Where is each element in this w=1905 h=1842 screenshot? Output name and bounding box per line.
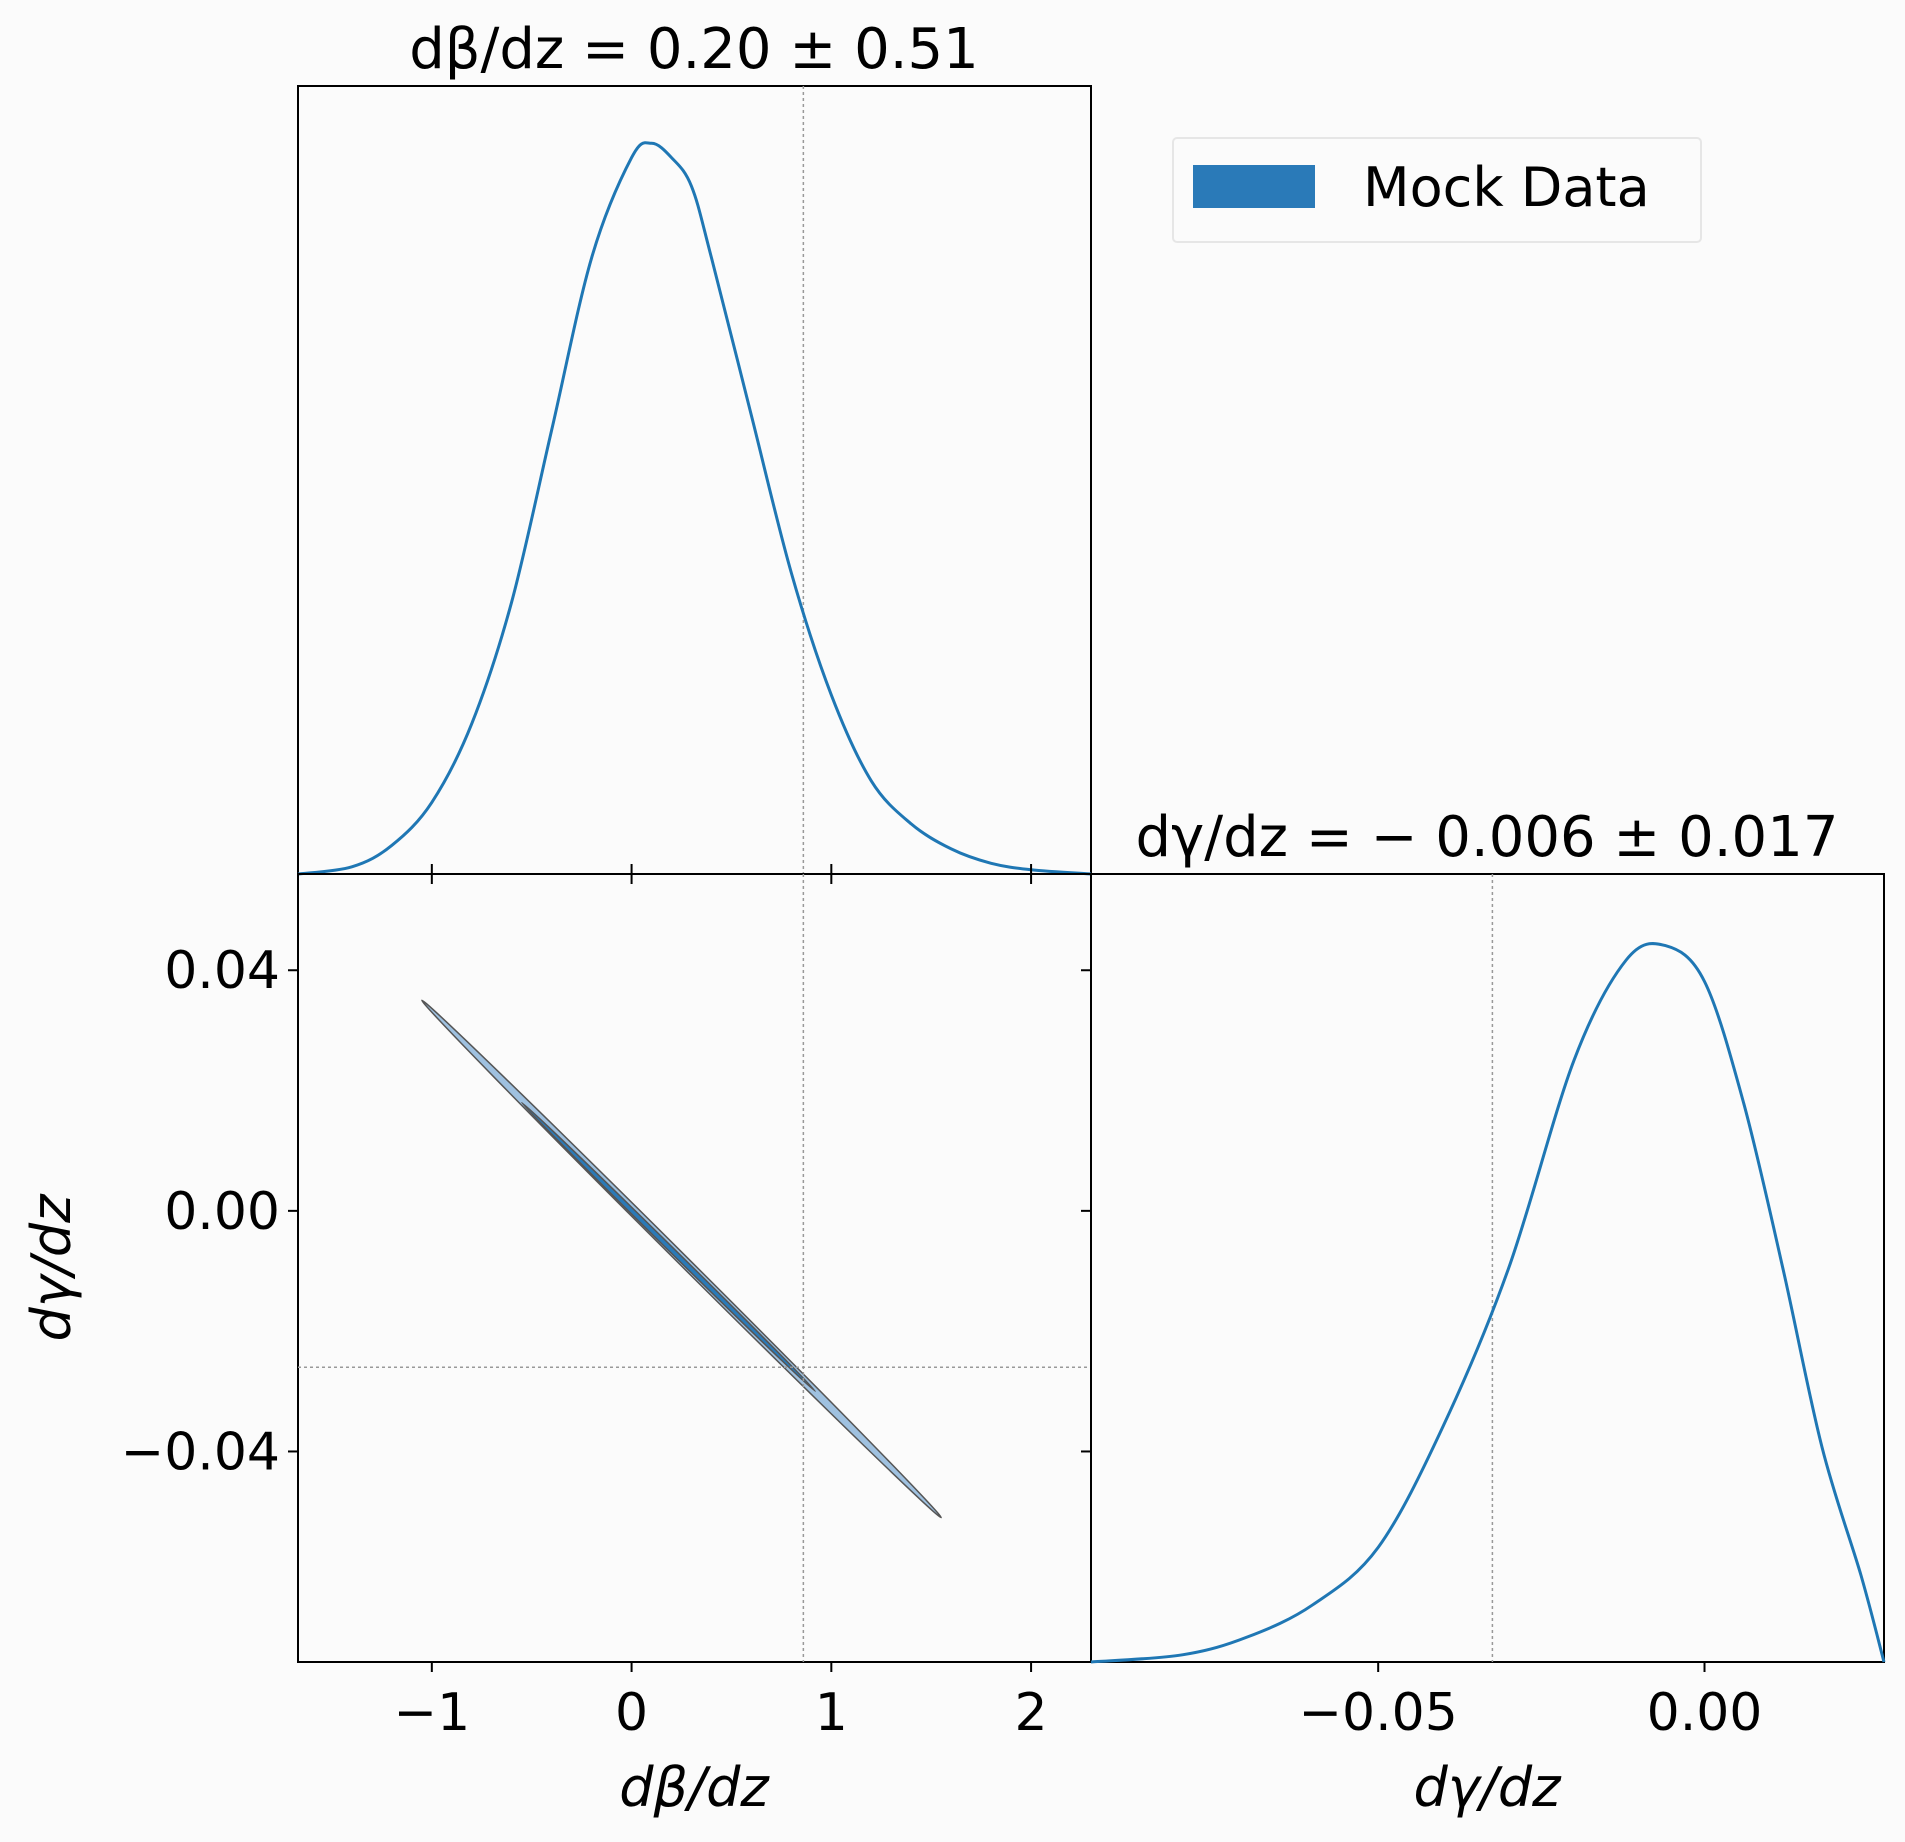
y-tick-label: 0.00 <box>164 1182 280 1242</box>
y-tick-label: −0.04 <box>121 1422 280 1482</box>
legend-frame <box>1172 137 1702 243</box>
x-ticks: −0.05 0.00 <box>1298 1662 1762 1743</box>
x-tick-label: −0.05 <box>1298 1683 1457 1743</box>
legend: Mock Data <box>1172 137 1702 243</box>
contour-68pct <box>520 1101 817 1393</box>
x-tick-label: 2 <box>1015 1683 1048 1743</box>
panel-frame <box>297 85 1092 875</box>
panel-marginal-dgamma: −0.05 0.00 dγ/dz = − 0.006 ± 0.017 dγ/dz <box>1090 805 1886 1819</box>
x-axis-label: dβ/dz <box>619 1756 770 1819</box>
panel-title: dγ/dz = − 0.006 ± 0.017 <box>1136 805 1839 870</box>
x-ticks: −1 0 1 2 <box>394 1662 1048 1743</box>
x-axis-label: dγ/dz <box>1413 1756 1562 1819</box>
legend-swatch <box>1193 165 1315 208</box>
y-axis-label: dγ/dz <box>20 1193 83 1342</box>
series-line <box>1090 942 1886 1664</box>
y-ticks: 0.04 0.00 −0.04 <box>121 941 298 1482</box>
x-tick-label: 0.00 <box>1647 1683 1763 1743</box>
contours <box>421 999 942 1519</box>
x-ticks-top-panel <box>430 864 1033 884</box>
y-ticks-right <box>1081 969 1091 1453</box>
panel-title: dβ/dz = 0.20 ± 0.51 <box>409 17 979 82</box>
x-tick-label: −1 <box>394 1683 471 1743</box>
legend-label: Mock Data <box>1363 156 1650 219</box>
x-tick-label: 0 <box>615 1683 648 1743</box>
x-tick-label: 1 <box>815 1683 848 1743</box>
y-tick-label: 0.04 <box>164 941 280 1001</box>
panel-marginal-dbeta: dβ/dz = 0.20 ± 0.51 <box>297 17 1092 876</box>
panel-frame <box>1090 873 1885 1663</box>
series-line <box>297 141 1092 876</box>
panel-joint: −1 0 1 2 0.04 0.00 −0.04 dβ/dz dγ/dz <box>20 873 1092 1819</box>
